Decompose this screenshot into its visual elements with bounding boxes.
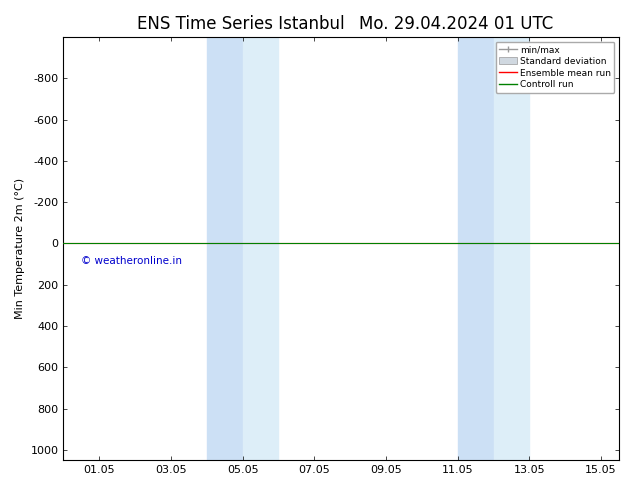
- Legend: min/max, Standard deviation, Ensemble mean run, Controll run: min/max, Standard deviation, Ensemble me…: [496, 42, 614, 93]
- Text: © weatheronline.in: © weatheronline.in: [81, 256, 183, 266]
- Bar: [207, 37, 243, 460]
- Text: ENS Time Series Istanbul: ENS Time Series Istanbul: [137, 15, 345, 33]
- Text: Mo. 29.04.2024 01 UTC: Mo. 29.04.2024 01 UTC: [359, 15, 553, 33]
- Y-axis label: Min Temperature 2m (°C): Min Temperature 2m (°C): [15, 178, 25, 319]
- Bar: [243, 37, 278, 460]
- Bar: [493, 37, 529, 460]
- Bar: [458, 37, 493, 460]
